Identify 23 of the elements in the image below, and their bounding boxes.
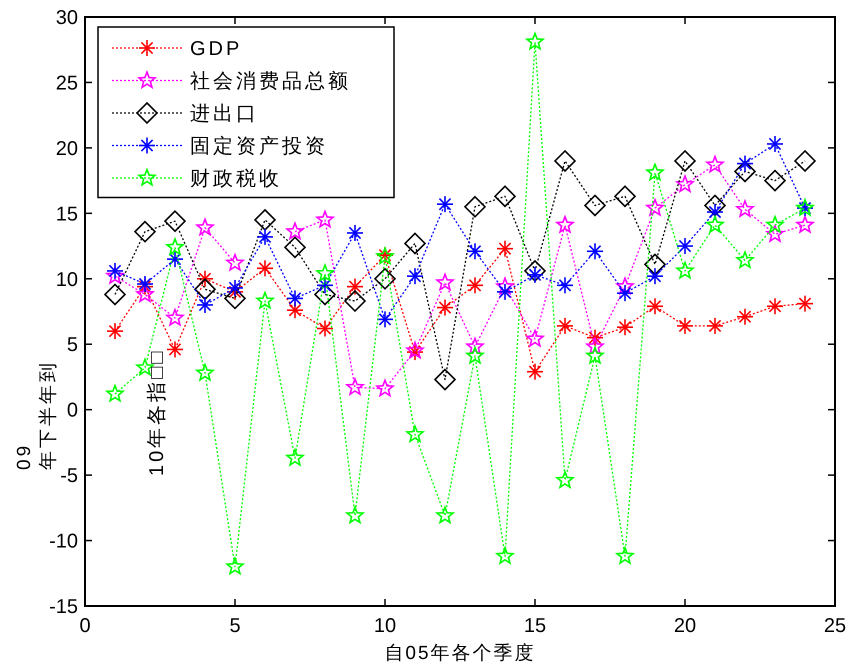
y-tick-label: 25: [56, 72, 78, 94]
legend-label: 进出口: [190, 103, 259, 125]
y-tick-label: 5: [66, 334, 78, 356]
y-tick-label: 0: [66, 400, 78, 422]
legend-label: 固定资产投资: [190, 136, 328, 158]
annotation: 10年各指□□: [146, 348, 168, 476]
x-tick-label: 25: [824, 615, 846, 637]
y-axis-title: 09 年下半年到: [14, 360, 59, 470]
y-tick-label: 20: [56, 138, 78, 160]
x-tick-label: 5: [229, 615, 241, 637]
x-axis-title: 自05年各个季度: [384, 642, 536, 663]
y-tick-label: -15: [49, 596, 78, 618]
legend-label: 社会消费品总额: [190, 70, 351, 92]
y-tick-label: 10: [56, 268, 78, 291]
y-tick-label: -10: [49, 530, 78, 553]
x-tick-label: 20: [674, 615, 696, 637]
x-tick-label: 10: [374, 615, 396, 637]
y-tick-label: -5: [60, 465, 78, 488]
legend-label: 财政税收: [190, 168, 282, 190]
y-tick-label: 30: [56, 7, 78, 29]
x-tick-label: 15: [524, 615, 546, 637]
legend-label: GDP: [190, 38, 242, 60]
y-tick-label: 15: [56, 203, 78, 226]
